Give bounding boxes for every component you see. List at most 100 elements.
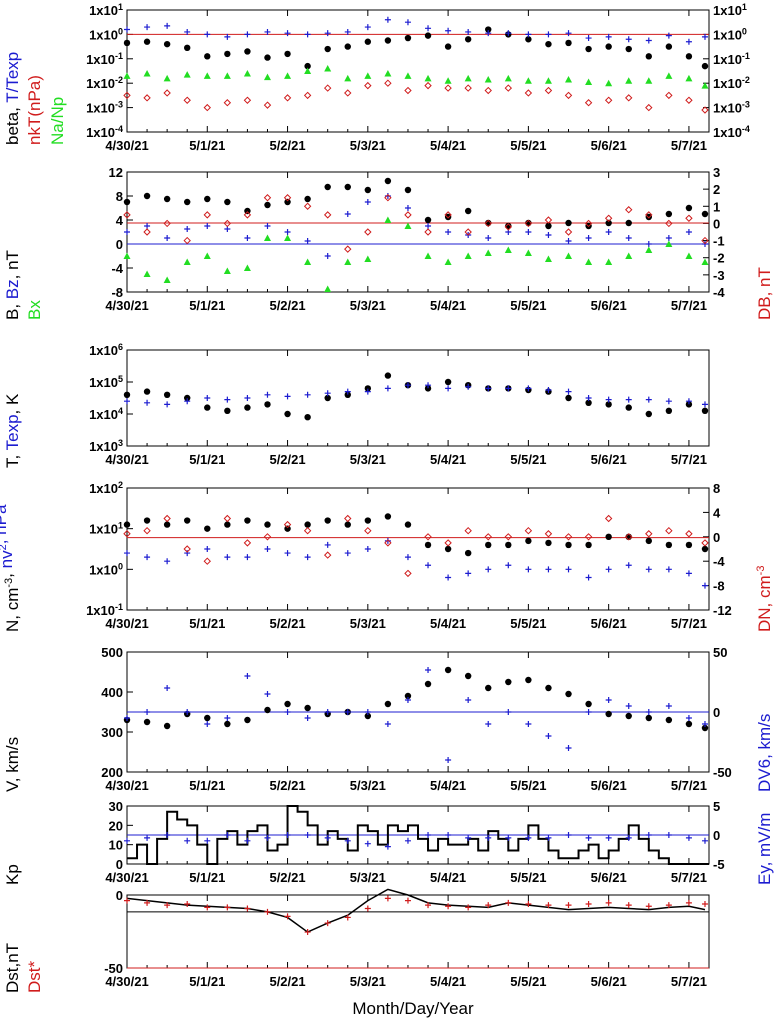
- series-nktnpa-point: [645, 103, 653, 112]
- series-ey-point: [545, 834, 552, 841]
- series-nanp-point: [203, 72, 211, 79]
- y-tick-label: 1x10-4: [86, 124, 123, 140]
- x-tick-label: 5/4/21: [430, 452, 466, 467]
- series-dst-point: [565, 902, 572, 909]
- series-v-point: [485, 684, 492, 692]
- series-texp-point: [645, 396, 652, 403]
- series-dst-point: [204, 904, 211, 911]
- series-dv6-point: [445, 757, 452, 763]
- series-v-point: [304, 704, 311, 712]
- right-y-tick-label: -4: [713, 554, 725, 569]
- series-n-point: [244, 517, 251, 524]
- y-tick-label: 500: [101, 645, 123, 660]
- series-b-point: [204, 195, 211, 203]
- series-nanp-point: [605, 79, 613, 87]
- y-tick-label: 10: [109, 838, 123, 853]
- series-ey-point: [645, 832, 652, 838]
- series-db-point: [424, 228, 432, 236]
- series-db-point: [604, 214, 613, 222]
- series-dn-point: [163, 514, 171, 523]
- series-bz-point: [244, 235, 251, 241]
- series-bz-point: [665, 235, 672, 241]
- series-nanp-point: [223, 72, 231, 79]
- y-tick-label: 1x102: [89, 480, 123, 496]
- series-v-point: [224, 720, 231, 728]
- series-v-point: [384, 700, 392, 708]
- series-nktnpa-point: [444, 84, 452, 92]
- series-beta-point: [464, 36, 472, 43]
- series-dn-point: [424, 533, 432, 541]
- series-db-point: [464, 228, 472, 236]
- series-db-point: [303, 202, 312, 210]
- right-y-tick-label: 3: [713, 165, 720, 180]
- series-nktnpa-point: [364, 81, 372, 90]
- series-dv6-point: [465, 697, 472, 703]
- series-ttexp-point: [545, 31, 552, 38]
- series-dn-point: [243, 539, 252, 547]
- series-nanp-point: [645, 77, 653, 84]
- series-dst-point: [384, 895, 391, 902]
- series-texp-point: [384, 385, 391, 392]
- right-y-tick-label: -12: [713, 603, 732, 618]
- left-axis-label: Kp: [3, 864, 22, 885]
- series-bz-point: [264, 223, 271, 229]
- series-bz-point: [545, 232, 552, 238]
- series-beta-point: [123, 39, 131, 47]
- x-tick-label: 5/7/21: [671, 778, 707, 793]
- series-db-point: [163, 219, 171, 228]
- series-v-point: [645, 714, 652, 722]
- series-nanp-point: [701, 82, 709, 89]
- series-b-point: [344, 183, 351, 191]
- series-nanp-point: [243, 69, 251, 77]
- series-b-point: [404, 186, 412, 194]
- series-ey-point: [505, 834, 512, 841]
- right-y-tick-label: 1x101: [713, 2, 747, 18]
- series-bx-point: [665, 240, 673, 247]
- right-y-tick-label: 1x10-4: [713, 124, 750, 140]
- series-texp-point: [445, 385, 452, 392]
- x-tick-label: 5/1/21: [189, 778, 225, 793]
- series-ttexp-point: [144, 24, 151, 31]
- series-v-point: [444, 666, 452, 674]
- series-nv2-point: [485, 566, 492, 573]
- series-ey-point: [384, 843, 391, 850]
- x-tick-label: 5/4/21: [430, 616, 466, 631]
- series-t-point: [204, 404, 211, 411]
- y-tick-label: 0: [116, 237, 123, 252]
- series-ey-point: [665, 832, 672, 838]
- series-v-point: [665, 716, 673, 724]
- y-tick-label: 300: [101, 725, 123, 740]
- series-b-point: [163, 195, 171, 203]
- series-t-point: [163, 391, 171, 398]
- series-beta-point: [384, 37, 392, 44]
- series-db-point: [123, 211, 131, 219]
- series-nktnpa-point: [544, 86, 553, 95]
- series-nv2-point: [605, 566, 612, 573]
- series-v-point: [424, 680, 432, 688]
- right-y-tick-label: -5: [713, 857, 725, 872]
- series-nktnpa-point: [424, 81, 432, 90]
- series-bx-point: [123, 252, 131, 259]
- series-nv2-point: [425, 562, 432, 569]
- series-nktnpa-point: [504, 84, 513, 92]
- series-n-point: [123, 521, 131, 528]
- x-tick-label: 5/7/21: [671, 138, 707, 153]
- series-beta-point: [625, 45, 632, 53]
- series-nktnpa-point: [183, 96, 191, 104]
- series-dn-point: [123, 530, 131, 538]
- series-b-point: [625, 219, 632, 227]
- series-ttexp-point: [605, 33, 612, 40]
- panel-b: 4/30/21 5/1/21 5/2/21 5/3/21 5/4/21 5/5/21 5/6…: [3, 165, 774, 320]
- y-tick-label: 1x10-1: [86, 602, 123, 618]
- plot-frame: [126, 171, 710, 293]
- x-tick-label: 5/6/21: [591, 298, 627, 313]
- series-bx-point: [585, 258, 593, 265]
- series-ey-point: [264, 834, 271, 841]
- series-ey-point: [565, 832, 572, 838]
- series-dv6-point: [284, 709, 291, 715]
- right-y-tick-label: 1: [713, 199, 720, 214]
- series-dn-point: [404, 569, 412, 578]
- panel-dst: 4/30/21 5/1/21 5/2/21 5/3/21 5/4/21 5/5/21 5/6…: [3, 888, 710, 993]
- series-n-point: [464, 549, 472, 557]
- left-axis-label-secondary: Bx: [25, 300, 44, 320]
